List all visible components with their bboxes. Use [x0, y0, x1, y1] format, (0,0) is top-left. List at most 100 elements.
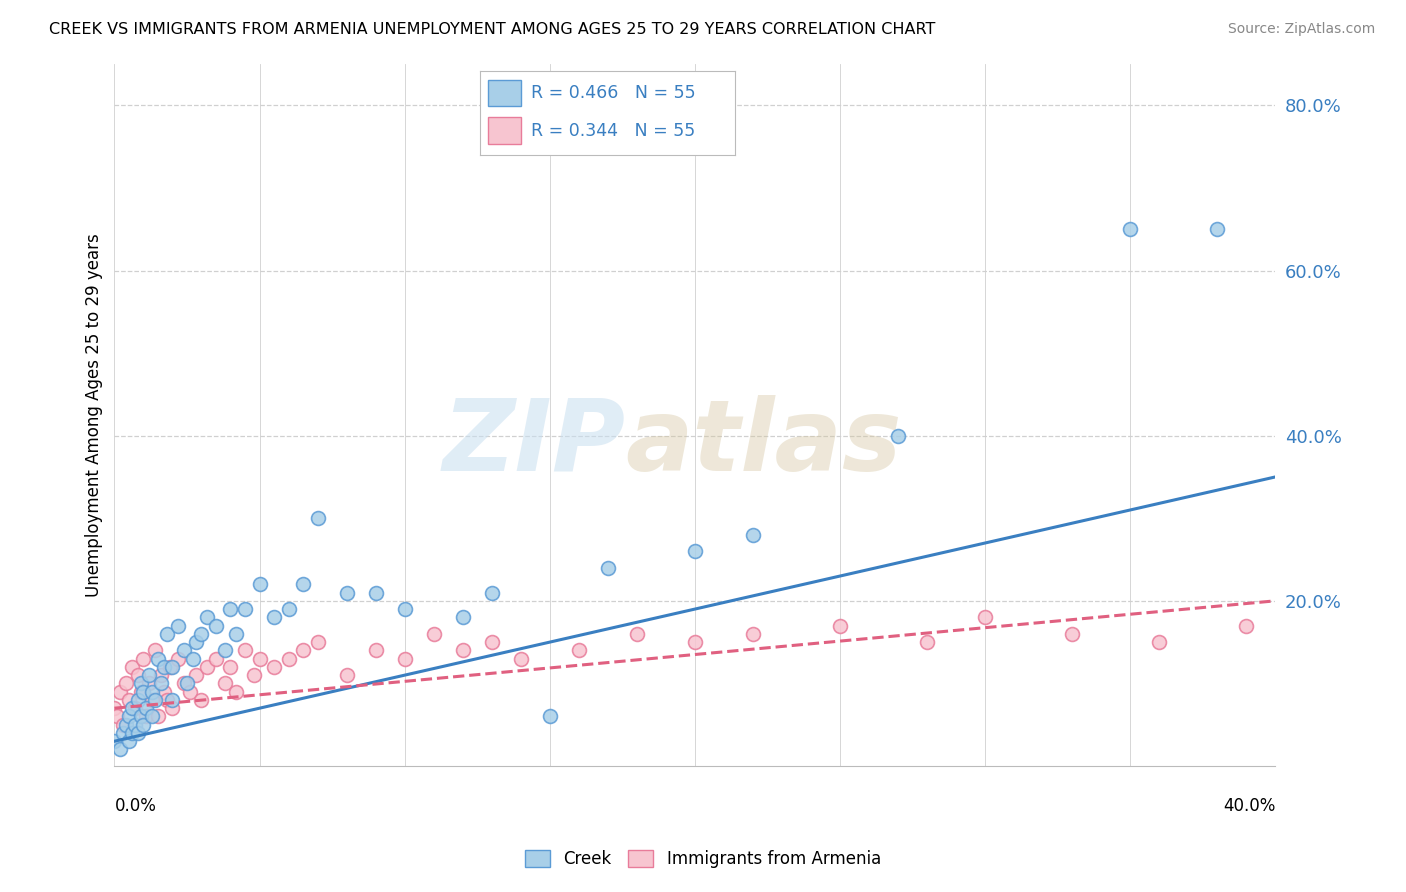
Point — [1234, 618, 1257, 632]
Point — [683, 544, 706, 558]
Point — [394, 651, 416, 665]
Point — [105, 709, 128, 723]
Text: atlas: atlas — [626, 394, 901, 491]
Point — [263, 610, 285, 624]
Point — [277, 602, 299, 616]
Point — [118, 709, 141, 723]
Point — [167, 651, 190, 665]
Point — [538, 709, 561, 723]
Point — [1060, 627, 1083, 641]
Point — [103, 734, 125, 748]
Point — [214, 676, 236, 690]
Point — [205, 618, 228, 632]
Point — [364, 585, 387, 599]
Point — [1206, 222, 1229, 236]
Point — [132, 684, 155, 698]
Point — [451, 610, 474, 624]
Point — [124, 701, 146, 715]
Point — [110, 742, 132, 756]
Point — [121, 701, 143, 715]
Point — [263, 660, 285, 674]
Point — [1119, 222, 1142, 236]
Point — [132, 717, 155, 731]
Point — [129, 684, 152, 698]
Point — [173, 643, 195, 657]
Point — [364, 643, 387, 657]
Point — [1147, 635, 1170, 649]
Point — [149, 676, 172, 690]
Point — [481, 635, 503, 649]
Point — [214, 643, 236, 657]
Point — [249, 651, 271, 665]
Point — [167, 618, 190, 632]
Point — [184, 668, 207, 682]
Point — [118, 734, 141, 748]
Point — [181, 651, 204, 665]
Point — [887, 428, 910, 442]
Point — [173, 676, 195, 690]
Point — [127, 726, 149, 740]
Point — [146, 651, 169, 665]
Point — [195, 610, 218, 624]
Point — [683, 635, 706, 649]
Point — [115, 676, 138, 690]
Point — [184, 635, 207, 649]
Point — [242, 668, 264, 682]
Point — [190, 627, 212, 641]
Point — [828, 618, 851, 632]
Point — [162, 693, 184, 707]
Point — [292, 577, 315, 591]
Point — [225, 684, 247, 698]
Point — [159, 660, 181, 674]
Point — [115, 717, 138, 731]
Point — [335, 585, 357, 599]
Point — [915, 635, 938, 649]
Point — [138, 668, 160, 682]
Point — [219, 602, 242, 616]
Point — [335, 668, 357, 682]
Point — [143, 693, 166, 707]
Point — [143, 643, 166, 657]
Point — [307, 635, 329, 649]
Legend: Creek, Immigrants from Armenia: Creek, Immigrants from Armenia — [519, 843, 887, 875]
Point — [129, 709, 152, 723]
Point — [132, 651, 155, 665]
Point — [195, 660, 218, 674]
Point — [179, 684, 201, 698]
Point — [626, 627, 648, 641]
Point — [121, 660, 143, 674]
Point — [118, 693, 141, 707]
Point — [974, 610, 997, 624]
Point — [249, 577, 271, 591]
Point — [568, 643, 591, 657]
Point — [225, 627, 247, 641]
Point — [152, 660, 174, 674]
Text: CREEK VS IMMIGRANTS FROM ARMENIA UNEMPLOYMENT AMONG AGES 25 TO 29 YEARS CORRELAT: CREEK VS IMMIGRANTS FROM ARMENIA UNEMPLO… — [49, 22, 935, 37]
Point — [162, 660, 184, 674]
Point — [741, 627, 763, 641]
Point — [422, 627, 444, 641]
Text: Source: ZipAtlas.com: Source: ZipAtlas.com — [1227, 22, 1375, 37]
Point — [307, 511, 329, 525]
Point — [741, 528, 763, 542]
Point — [110, 684, 132, 698]
Point — [451, 643, 474, 657]
Point — [233, 602, 256, 616]
Text: ZIP: ZIP — [441, 394, 626, 491]
Point — [146, 709, 169, 723]
Point — [138, 676, 160, 690]
Point — [394, 602, 416, 616]
Point — [481, 585, 503, 599]
Point — [233, 643, 256, 657]
Point — [156, 627, 179, 641]
Point — [127, 693, 149, 707]
Point — [129, 676, 152, 690]
Point — [135, 709, 157, 723]
Text: 40.0%: 40.0% — [1223, 797, 1275, 814]
Point — [141, 693, 163, 707]
Point — [152, 684, 174, 698]
Point — [149, 668, 172, 682]
Point — [135, 701, 157, 715]
Point — [190, 693, 212, 707]
Point — [292, 643, 315, 657]
